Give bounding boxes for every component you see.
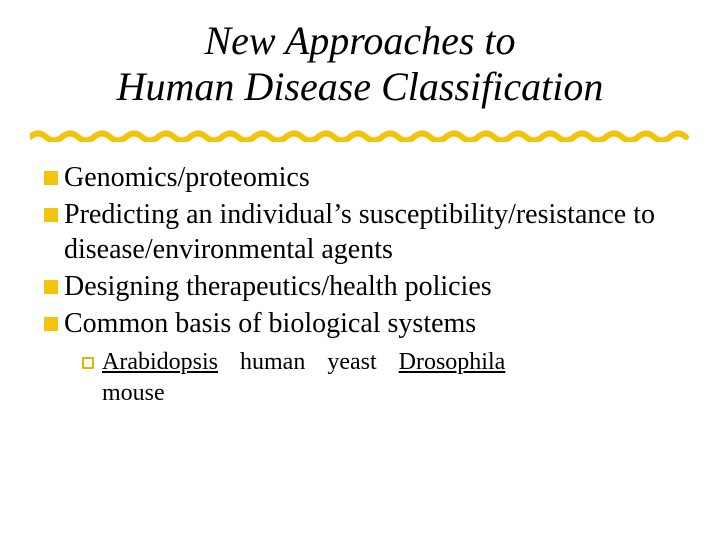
bullet-text: Common basis of biological systems [64,306,680,341]
bullet-text: Designing therapeutics/health policies [64,269,680,304]
slide: New Approaches to Human Disease Classifi… [0,0,720,540]
bullet-item: Designing therapeutics/health policies [40,269,680,304]
organism-mouse: mouse [102,380,165,406]
bullet-item: Genomics/proteomics [40,160,680,195]
organism-human: human [240,349,305,375]
title-underline-squiggle [30,128,690,142]
title-line-2: Human Disease Classification [0,64,720,110]
bullet-item: Predicting an individual’s susceptibilit… [40,197,680,267]
sub-bullet-block: Arabidopsis human yeast Drosophila mouse [78,347,680,409]
square-bullet-icon [40,276,62,298]
content-area: Genomics/proteomics Predicting an indivi… [40,160,680,409]
sub-bullet-item: Arabidopsis human yeast Drosophila mouse [78,347,680,409]
sub-bullet-text: Arabidopsis human yeast Drosophila mouse [102,347,680,409]
bullet-text: Genomics/proteomics [64,160,680,195]
bullet-text: Predicting an individual’s susceptibilit… [64,197,680,267]
slide-title: New Approaches to Human Disease Classifi… [0,0,720,110]
square-bullet-icon [40,204,62,226]
square-bullet-icon [40,167,62,189]
hollow-square-bullet-icon [78,353,98,373]
bullet-item: Common basis of biological systems [40,306,680,341]
organism-drosophila: Drosophila [399,349,506,375]
organism-yeast: yeast [327,349,376,375]
organism-arabidopsis: Arabidopsis [102,349,218,375]
square-bullet-icon [40,313,62,335]
title-line-1: New Approaches to [0,18,720,64]
